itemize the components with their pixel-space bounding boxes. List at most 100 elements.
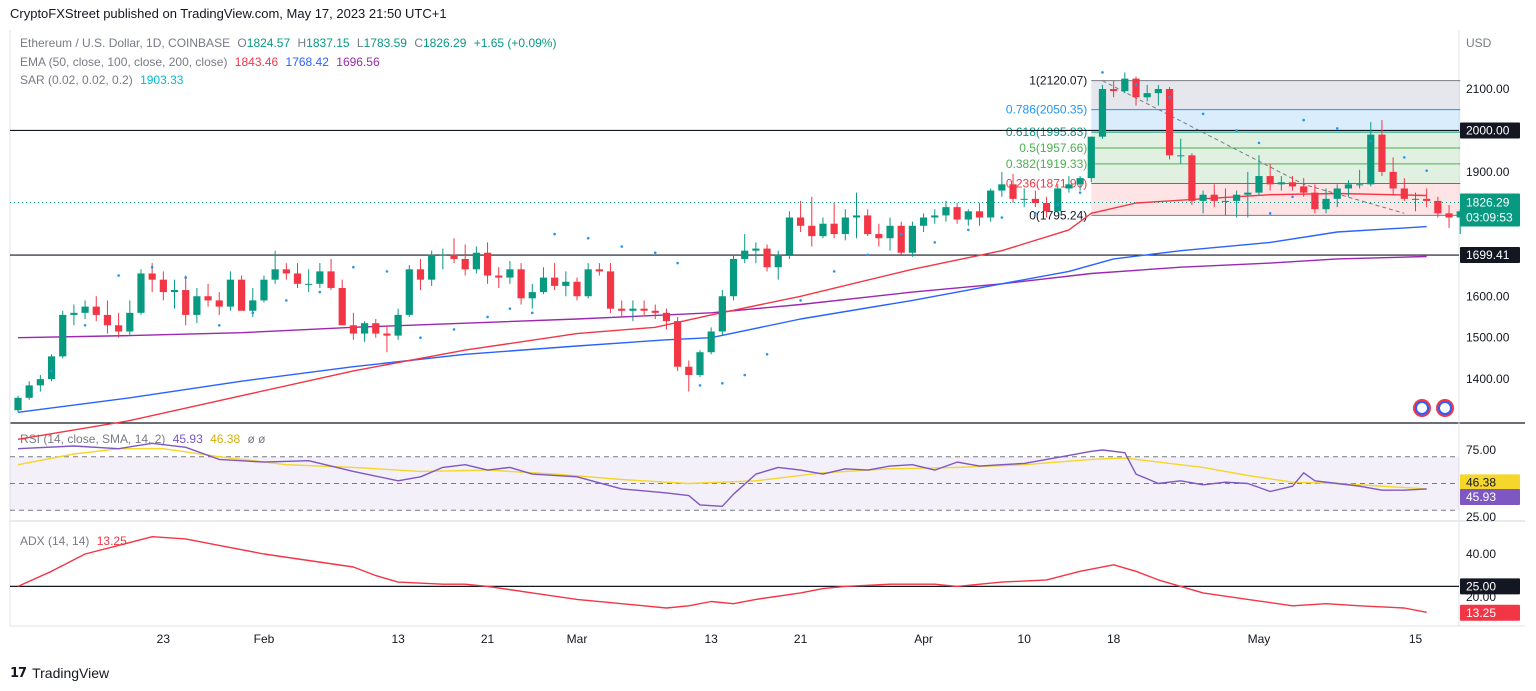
candle[interactable] bbox=[729, 254, 738, 301]
candle[interactable] bbox=[271, 250, 279, 284]
candle[interactable] bbox=[640, 300, 648, 315]
candle[interactable] bbox=[472, 246, 480, 274]
candle[interactable] bbox=[618, 300, 626, 317]
candle[interactable] bbox=[651, 304, 659, 320]
candle[interactable] bbox=[528, 283, 536, 309]
candle[interactable] bbox=[1210, 184, 1218, 208]
candle[interactable] bbox=[193, 287, 201, 324]
candle[interactable] bbox=[405, 265, 413, 317]
candle[interactable] bbox=[1233, 190, 1241, 218]
candle[interactable] bbox=[394, 308, 402, 340]
candle[interactable] bbox=[908, 221, 916, 257]
candle[interactable] bbox=[360, 321, 369, 342]
candle[interactable] bbox=[1255, 155, 1263, 195]
candle[interactable] bbox=[1177, 138, 1185, 164]
us-flag-icon[interactable] bbox=[1413, 399, 1431, 417]
candle[interactable] bbox=[260, 275, 268, 303]
candle[interactable] bbox=[1121, 72, 1129, 94]
candle[interactable] bbox=[797, 200, 805, 233]
candle[interactable] bbox=[1333, 184, 1341, 208]
candle[interactable] bbox=[159, 271, 167, 301]
candle[interactable] bbox=[416, 258, 425, 291]
candle[interactable] bbox=[428, 250, 436, 286]
us-flag-icon[interactable] bbox=[1436, 399, 1454, 417]
candle[interactable] bbox=[36, 375, 44, 392]
candle[interactable] bbox=[81, 300, 89, 320]
candle[interactable] bbox=[1199, 190, 1207, 214]
candle[interactable] bbox=[595, 263, 603, 276]
brand-footer[interactable]: 17 TradingView bbox=[10, 665, 109, 681]
candle[interactable] bbox=[282, 263, 290, 280]
candle[interactable] bbox=[1244, 171, 1252, 218]
candle[interactable] bbox=[1154, 84, 1162, 106]
candle[interactable] bbox=[1065, 176, 1073, 193]
candle[interactable] bbox=[606, 263, 615, 313]
candle[interactable] bbox=[338, 279, 346, 326]
candle[interactable] bbox=[629, 300, 637, 322]
candle[interactable] bbox=[774, 250, 782, 280]
candle[interactable] bbox=[383, 325, 391, 353]
candle[interactable] bbox=[707, 327, 715, 355]
candle[interactable] bbox=[931, 209, 939, 224]
candle[interactable] bbox=[886, 217, 894, 251]
candle[interactable] bbox=[115, 312, 123, 338]
candle[interactable] bbox=[1378, 120, 1386, 177]
candle[interactable] bbox=[204, 283, 212, 307]
candle[interactable] bbox=[59, 310, 67, 359]
candle[interactable] bbox=[1356, 169, 1364, 189]
candle[interactable] bbox=[316, 263, 324, 288]
candle[interactable] bbox=[864, 209, 872, 237]
candle[interactable] bbox=[1411, 192, 1420, 212]
candle[interactable] bbox=[226, 271, 235, 311]
candle[interactable] bbox=[785, 211, 794, 259]
candle[interactable] bbox=[830, 202, 838, 239]
candle[interactable] bbox=[1389, 157, 1397, 195]
candle[interactable] bbox=[372, 319, 380, 338]
candle[interactable] bbox=[126, 300, 134, 336]
candle[interactable] bbox=[662, 308, 671, 330]
candle[interactable] bbox=[14, 395, 22, 413]
candle[interactable] bbox=[1322, 188, 1330, 214]
candle[interactable] bbox=[763, 244, 771, 272]
candle[interactable] bbox=[1221, 188, 1230, 216]
candle[interactable] bbox=[1132, 76, 1140, 106]
candle[interactable] bbox=[1423, 188, 1431, 208]
candle[interactable] bbox=[573, 277, 581, 301]
candle[interactable] bbox=[919, 213, 928, 233]
candle[interactable] bbox=[103, 300, 112, 334]
candle[interactable] bbox=[349, 312, 357, 340]
candle[interactable] bbox=[1288, 176, 1297, 191]
candle[interactable] bbox=[674, 316, 682, 371]
candle[interactable] bbox=[439, 248, 447, 270]
candle[interactable] bbox=[752, 242, 760, 264]
candle[interactable] bbox=[1054, 184, 1062, 214]
candle[interactable] bbox=[92, 296, 100, 322]
candle[interactable] bbox=[1165, 86, 1174, 160]
candle[interactable] bbox=[1110, 80, 1118, 98]
candle[interactable] bbox=[562, 271, 570, 297]
candle[interactable] bbox=[305, 269, 313, 293]
candle[interactable] bbox=[741, 234, 749, 264]
candle[interactable] bbox=[238, 275, 246, 311]
candle[interactable] bbox=[1300, 178, 1308, 197]
candle[interactable] bbox=[1344, 180, 1353, 197]
candle[interactable] bbox=[897, 221, 905, 255]
candle[interactable] bbox=[1311, 184, 1319, 214]
candle[interactable] bbox=[975, 202, 984, 226]
candle[interactable] bbox=[1098, 84, 1107, 139]
candle[interactable] bbox=[987, 188, 995, 222]
candle[interactable] bbox=[808, 196, 816, 247]
candle[interactable] bbox=[953, 202, 961, 224]
candle[interactable] bbox=[875, 223, 883, 247]
candle[interactable] bbox=[483, 242, 492, 284]
candle[interactable] bbox=[1143, 84, 1151, 102]
candle[interactable] bbox=[942, 200, 950, 222]
candle[interactable] bbox=[819, 217, 827, 239]
candle[interactable] bbox=[964, 209, 972, 226]
candle[interactable] bbox=[1266, 163, 1274, 191]
candle[interactable] bbox=[182, 275, 190, 326]
candle[interactable] bbox=[685, 360, 693, 392]
candle[interactable] bbox=[517, 263, 525, 305]
candle[interactable] bbox=[495, 267, 503, 288]
candle[interactable] bbox=[1031, 190, 1039, 208]
